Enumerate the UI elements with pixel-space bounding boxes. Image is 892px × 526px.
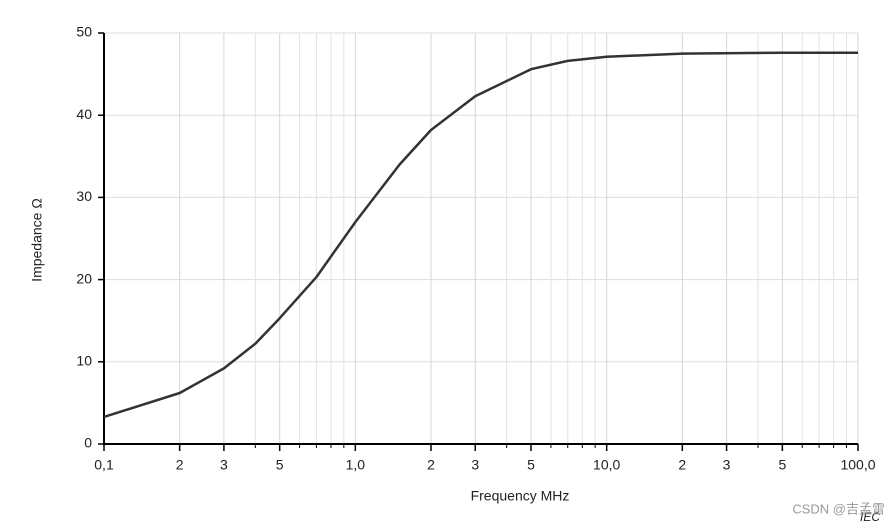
x-tick-label: 5 (778, 457, 786, 473)
x-tick-label: 1,0 (346, 457, 366, 473)
y-axis-label: Impedance Ω (29, 198, 45, 282)
y-tick-label: 10 (76, 353, 92, 369)
line (103, 51, 858, 419)
x-tick-label: 0,1 (94, 457, 114, 473)
x-axis-label: Frequency MHz (471, 488, 570, 504)
x-tick-label: 3 (220, 457, 228, 473)
x-tick-label: 10,0 (593, 457, 620, 473)
x-tick-label: 3 (471, 457, 479, 473)
x-tick-label: 2 (176, 457, 184, 473)
x-tick-label: 3 (723, 457, 731, 473)
watermark: CSDN @吉孟雷 (792, 501, 885, 516)
x-tick-label: 100,0 (840, 457, 875, 473)
x-tick-label: 5 (527, 457, 535, 473)
annotation: IEC (860, 510, 880, 524)
y-tick-label: 30 (76, 188, 92, 204)
x-tick-label: 2 (678, 457, 686, 473)
x-tick-label: 2 (427, 457, 435, 473)
y-tick-label: 0 (84, 435, 92, 451)
x-tick-label: 5 (276, 457, 284, 473)
y-tick-label: 40 (76, 106, 92, 122)
y-tick-label: 20 (76, 270, 92, 286)
y-tick-label: 50 (76, 24, 92, 40)
